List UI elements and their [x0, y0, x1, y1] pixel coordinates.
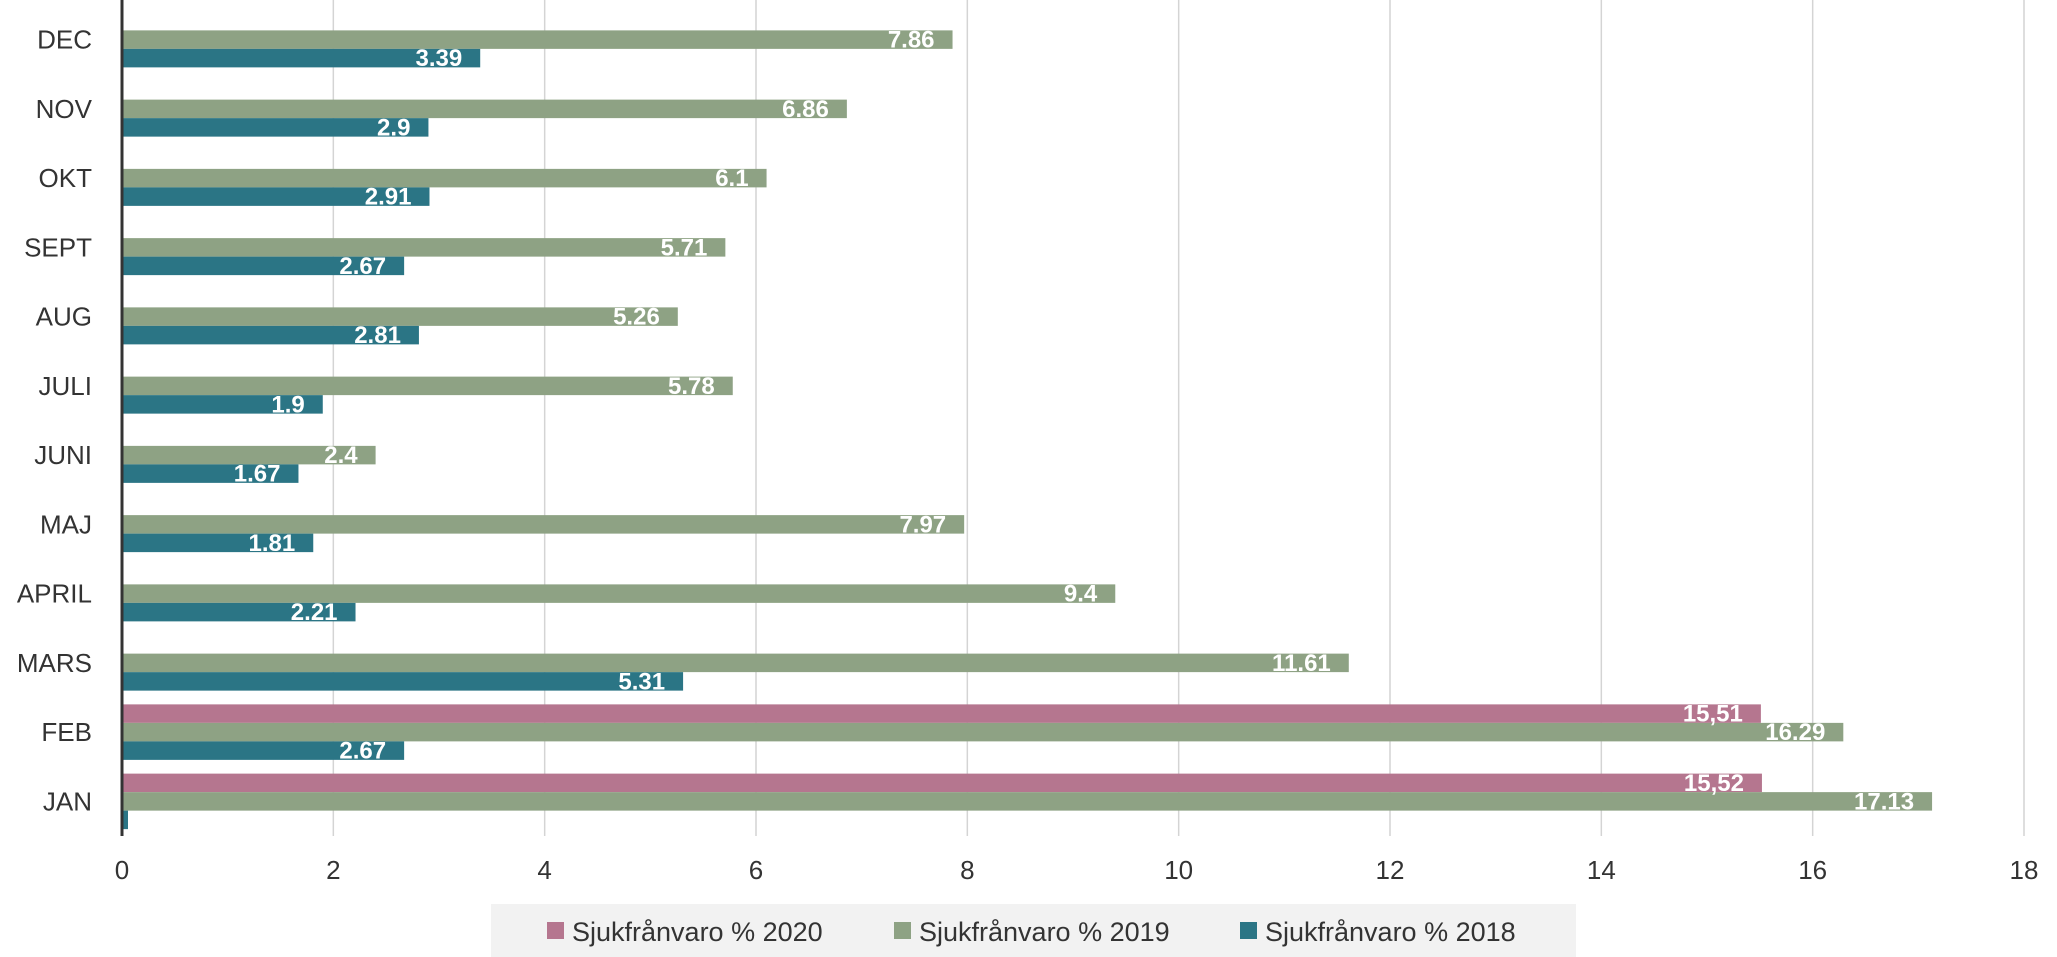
legend-swatch: [894, 922, 911, 939]
legend: Sjukfrånvaro % 2020 Sjukfrånvaro % 2019 Sj…: [491, 904, 1576, 957]
data-label: 5.26: [613, 304, 660, 331]
data-label: 16.29: [1765, 719, 1825, 746]
data-label: 2.81: [354, 322, 401, 349]
bar: [122, 325, 419, 345]
bar: [122, 238, 726, 257]
data-label: 15,52: [1684, 770, 1744, 797]
x-tick-label: 16: [1798, 855, 1827, 885]
bar: [122, 376, 733, 396]
x-tick-label: 8: [960, 855, 974, 885]
bar: [122, 704, 1761, 723]
category-labels: JAN FEB MARS APRIL MAJ JUNI JULI AUG SEPT OKT NOV D…: [17, 25, 93, 817]
bar: [122, 99, 847, 119]
legend-label: Sjukfrånvaro % 2018: [1265, 917, 1516, 947]
data-label: 1.81: [249, 530, 296, 557]
data-label: 2.67: [339, 738, 386, 765]
data-label: 0: [140, 807, 153, 834]
data-label: 11.61: [1272, 650, 1331, 677]
bar: [122, 653, 1349, 673]
category-label: FEB: [41, 717, 92, 747]
data-label: 1.67: [234, 461, 281, 488]
bar: [122, 464, 299, 483]
category-label: NOV: [36, 94, 93, 124]
legend-swatch: [1240, 922, 1257, 939]
x-tick-label: 2: [326, 855, 340, 885]
bar: [122, 256, 405, 276]
bar: [122, 187, 430, 206]
gridlines: [332, 0, 2025, 836]
data-label: 2.9: [377, 114, 410, 141]
data-label: 15,51: [1683, 701, 1743, 728]
bar: [122, 445, 376, 465]
category-label: SEPT: [24, 232, 92, 262]
x-tick-label: 12: [1376, 855, 1405, 885]
data-label: 3.39: [415, 45, 462, 72]
bar: [122, 792, 1933, 811]
category-label: AUG: [36, 302, 92, 332]
category-label: JAN: [43, 786, 92, 816]
x-tick-label: 6: [749, 855, 763, 885]
category-label: DEC: [37, 25, 92, 55]
bar: [122, 584, 1116, 603]
category-label: APRIL: [17, 579, 92, 609]
category-label: MARS: [17, 648, 92, 678]
data-label: 2.4: [324, 442, 358, 469]
data-label: 6.86: [782, 96, 829, 123]
data-label: 2.67: [339, 253, 386, 280]
legend-swatch: [547, 922, 564, 939]
bar: [122, 810, 128, 830]
category-label: JUNI: [34, 440, 92, 470]
x-tick-label: 14: [1587, 855, 1616, 885]
data-label: 1.9: [271, 391, 304, 418]
bar: [122, 395, 323, 414]
data-label: 5.31: [618, 668, 665, 695]
data-label: 5.71: [661, 234, 708, 261]
x-tick-label: 10: [1164, 855, 1193, 885]
data-label: 17.13: [1854, 788, 1914, 815]
data-label: 9.4: [1064, 581, 1098, 608]
category-label: MAJ: [40, 509, 92, 539]
bar: [122, 533, 314, 553]
x-tick-labels: 0 2 4 6 8 10 12 14 16 18: [115, 855, 2039, 885]
category-label: JULI: [39, 371, 92, 401]
bar: [122, 168, 767, 188]
bar: [122, 515, 965, 534]
bars: [122, 30, 1933, 830]
legend-label: Sjukfrånvaro % 2019: [919, 917, 1170, 947]
bar: [122, 307, 678, 326]
x-tick-label: 0: [115, 855, 129, 885]
data-label: 7.86: [888, 27, 935, 54]
x-tick-label: 4: [537, 855, 551, 885]
legend-background: [491, 904, 1576, 957]
bar: [122, 741, 405, 760]
bar: [122, 722, 1844, 742]
data-label: 5.78: [668, 373, 715, 400]
legend-label: Sjukfrånvaro % 2020: [572, 917, 823, 947]
bar: [122, 30, 953, 49]
data-labels: 15,52 17.13 0 15,51 16.29 2.67 11.61 5.31 9.4 2.2…: [140, 27, 1914, 834]
category-label: OKT: [39, 163, 93, 193]
bar: [122, 118, 429, 137]
data-label: 2.91: [365, 184, 412, 211]
data-label: 7.97: [899, 511, 946, 538]
bar: [122, 602, 356, 622]
bar: [122, 672, 684, 691]
data-label: 2.21: [291, 599, 338, 626]
bar: [122, 48, 481, 68]
x-tick-label: 18: [2010, 855, 2039, 885]
data-label: 6.1: [715, 165, 748, 192]
bar: [122, 773, 1762, 793]
